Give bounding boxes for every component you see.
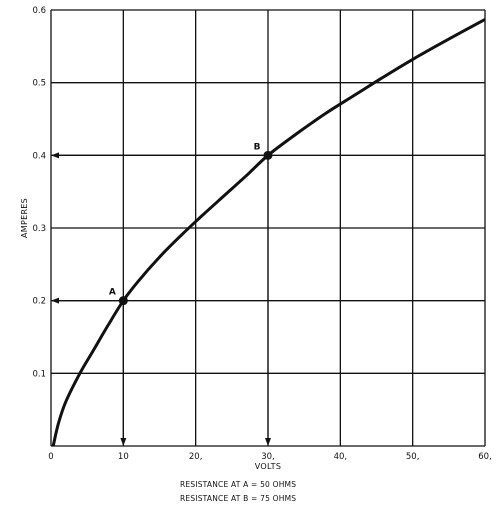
x-tick-label-5: 50, [406,452,420,462]
data-series [51,18,486,447]
y-tick-label-2: 0.3 [32,224,46,234]
x-tick-label-1: 10 [118,452,129,462]
x-tick-label-6: 60, [478,452,492,462]
data-points: AB [109,142,273,306]
y-axis-label: AMPERES [20,198,29,238]
x-tick-label-4: 40, [334,452,348,462]
resistance-note-b: RESISTANCE AT B = 75 OHMS [180,494,297,503]
y-tick-label-3: 0.4 [32,151,46,161]
guide-arrows [51,152,271,446]
resistance-note-a: RESISTANCE AT A = 50 OHMS [180,480,297,489]
data-point-a [118,296,128,306]
x-tick-label-2: 20, [189,452,203,462]
point-label-b: B [254,142,261,152]
data-point-b [263,150,273,160]
x-tick-label-3: 30, [261,452,275,462]
y-tick-label-1: 0.2 [32,297,46,307]
y-tick-label-5: 0.6 [32,6,46,16]
guide-arrow-v-1 [265,438,271,446]
tick-labels: 0 10 20, 30, 40, 50, 60, 0.1 0.2 0.3 0.4 0.5 0.6 [32,6,491,462]
y-tick-label-4: 0.5 [32,79,46,89]
guide-arrow-h-1 [51,152,59,159]
guide-arrow-h-0 [51,297,59,304]
point-label-a: A [109,288,116,298]
x-tick-label-0: 0 [48,452,53,462]
x-axis-label: VOLTS [255,462,281,471]
guide-arrow-v-0 [120,438,127,446]
y-tick-label-0: 0.1 [32,369,46,379]
data-line [51,18,486,447]
